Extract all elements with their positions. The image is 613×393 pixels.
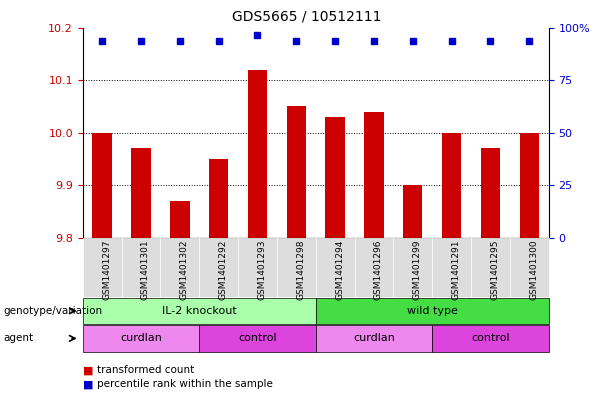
Bar (287, 107, 306, 238)
Text: control: control (238, 333, 277, 343)
Bar (209, 159, 228, 238)
Text: GSM1401301: GSM1401301 (141, 240, 150, 300)
Bar (481, 149, 500, 238)
Text: GSM1401291: GSM1401291 (452, 240, 460, 300)
Text: GSM1401296: GSM1401296 (374, 240, 383, 300)
Text: GSM1401298: GSM1401298 (296, 240, 305, 300)
Text: GSM1401295: GSM1401295 (490, 240, 500, 300)
Text: GSM1401292: GSM1401292 (219, 240, 227, 300)
Bar (442, 133, 462, 238)
Text: curdlan: curdlan (353, 333, 395, 343)
Bar (403, 185, 422, 238)
Text: percentile rank within the sample: percentile rank within the sample (97, 379, 273, 389)
Text: GDS5665 / 10512111: GDS5665 / 10512111 (232, 10, 381, 24)
Text: GSM1401299: GSM1401299 (413, 240, 422, 300)
Bar (131, 149, 151, 238)
Text: ■: ■ (83, 379, 93, 389)
Bar (519, 133, 539, 238)
Bar (248, 70, 267, 238)
Bar (93, 133, 112, 238)
Text: GSM1401297: GSM1401297 (102, 240, 111, 300)
Bar (326, 117, 345, 238)
Text: GSM1401293: GSM1401293 (257, 240, 267, 300)
Text: ■: ■ (83, 365, 93, 375)
Text: GSM1401294: GSM1401294 (335, 240, 344, 300)
Text: transformed count: transformed count (97, 365, 194, 375)
Text: genotype/variation: genotype/variation (3, 306, 102, 316)
Bar (170, 201, 189, 238)
Text: GSM1401302: GSM1401302 (180, 240, 189, 300)
Text: GSM1401300: GSM1401300 (529, 240, 538, 300)
Text: agent: agent (3, 333, 33, 343)
Text: control: control (471, 333, 510, 343)
Bar (364, 112, 384, 238)
Text: IL-2 knockout: IL-2 knockout (162, 306, 237, 316)
Text: curdlan: curdlan (120, 333, 162, 343)
Text: wild type: wild type (407, 306, 457, 316)
